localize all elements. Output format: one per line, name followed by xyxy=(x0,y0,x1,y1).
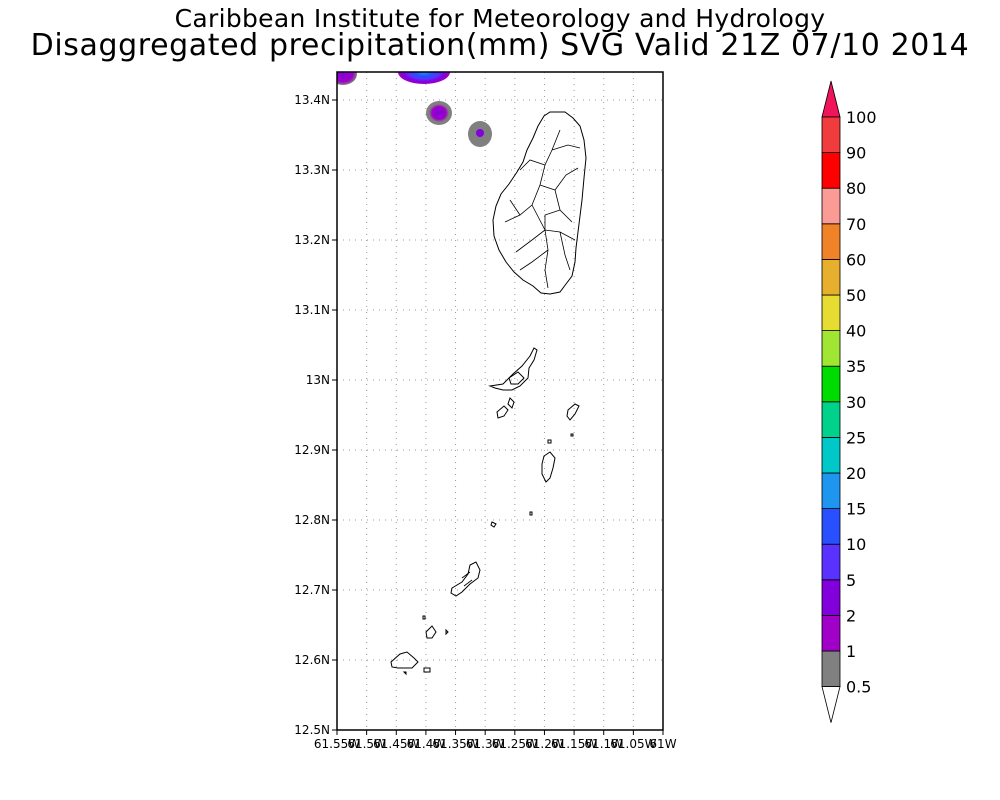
latitude-axis: 12.5N 12.6N 12.7N 12.8N 12.9N 13N 13.1N 13.2N 13… xyxy=(294,93,337,737)
colorbar-label: 35 xyxy=(846,357,866,376)
colorbar-label: 5 xyxy=(846,571,856,590)
island-union xyxy=(450,561,481,597)
title-line-1: Caribbean Institute for Meteorology and … xyxy=(174,4,826,33)
colorbar-label: 20 xyxy=(846,464,866,483)
island-canouan xyxy=(541,451,556,483)
colorbar-swatch xyxy=(821,508,841,545)
island-petit-st-vincent xyxy=(422,615,449,639)
colorbar-label: 80 xyxy=(846,179,866,198)
islet-c xyxy=(402,667,431,676)
lat-tick-label: 12.5N xyxy=(294,723,330,737)
lat-tick-label: 13.2N xyxy=(294,233,330,247)
precipitation-layer xyxy=(337,72,492,147)
islet-a xyxy=(547,433,574,444)
lon-tick-label: 61.55W xyxy=(314,737,360,751)
lat-tick-label: 13.4N xyxy=(294,93,330,107)
precip-cell-east-core xyxy=(476,129,484,137)
colorbar-swatch xyxy=(821,401,841,438)
title-line-2: Disaggregated precipitation(mm) SVG Vali… xyxy=(30,28,970,63)
colorbar-label: 30 xyxy=(846,393,866,412)
lat-tick-label: 12.9N xyxy=(294,443,330,457)
longitude-axis: 61.55W61.5W61.45W61.4W61.35W61.3W61.25W6… xyxy=(314,730,677,751)
colorbar-swatch xyxy=(821,223,841,260)
island-union-detail xyxy=(461,571,473,587)
island-baliceaux xyxy=(566,403,580,421)
lat-tick-label: 13.3N xyxy=(294,163,330,177)
colorbar-label: 2 xyxy=(846,606,856,625)
precip-cell-north xyxy=(398,72,450,84)
colorbar-label: 10 xyxy=(846,535,866,554)
lat-tick-label: 13.1N xyxy=(294,303,330,317)
island-mustique xyxy=(496,397,515,419)
island-bequia-south xyxy=(508,371,525,385)
colorbar-label: 0.5 xyxy=(846,678,871,697)
colorbar-swatch xyxy=(821,365,841,403)
colorbar-swatch xyxy=(821,615,841,652)
colorbar-label: 15 xyxy=(846,500,866,519)
lat-tick-label: 13N xyxy=(306,373,330,387)
colorbar-label: 90 xyxy=(846,144,866,163)
lon-tick-label: 61.15W xyxy=(551,737,597,751)
map-frame xyxy=(336,71,664,731)
colorbar-label: 25 xyxy=(846,428,866,447)
lat-tick-label: 12.8N xyxy=(294,513,330,527)
colorbar-label: 50 xyxy=(846,286,866,305)
precip-cell-mid-core xyxy=(429,104,449,122)
lon-tick-label: 61.2W xyxy=(525,737,564,751)
colorbar-bottom-arrow xyxy=(821,686,841,723)
colorbar-swatch xyxy=(821,650,841,687)
colorbar-label: 1 xyxy=(846,642,856,661)
lat-tick-label: 12.7N xyxy=(294,583,330,597)
colorbar-swatch xyxy=(821,543,841,581)
lon-tick-label: 61.45W xyxy=(373,737,419,751)
lon-tick-label: 61W xyxy=(649,737,676,751)
lon-tick-label: 61.4W xyxy=(407,737,446,751)
colorbar-swatch xyxy=(821,330,841,367)
island-carriacou xyxy=(390,651,419,669)
colorbar-label: 70 xyxy=(846,215,866,234)
coastline-layer xyxy=(390,111,587,676)
lon-tick-label: 61.3W xyxy=(466,737,505,751)
island-bequia xyxy=(488,347,538,391)
colorbar-swatch xyxy=(821,116,841,153)
island-st-vincent xyxy=(492,111,587,295)
st-vincent-watersheds xyxy=(504,129,581,289)
colorbar-label: 40 xyxy=(846,322,866,341)
colorbar-swatch xyxy=(821,579,841,616)
colorbar-label: 100 xyxy=(846,108,877,127)
colorbar-swatch xyxy=(821,472,841,509)
colorbar-swatch xyxy=(821,258,841,296)
lon-tick-label: 61.05W xyxy=(610,737,656,751)
colorbar-swatch xyxy=(821,294,841,331)
colorbar-swatch xyxy=(821,152,841,189)
lon-tick-label: 61.5W xyxy=(347,737,386,751)
lon-tick-label: 61.25W xyxy=(492,737,538,751)
islet-b xyxy=(490,511,533,528)
precip-cell-nw xyxy=(337,72,357,85)
colorbar-swatch xyxy=(821,187,841,225)
lat-tick-label: 12.6N xyxy=(294,653,330,667)
lon-tick-label: 61.35W xyxy=(432,737,478,751)
colorbar-label: 60 xyxy=(846,250,866,269)
map-grid xyxy=(337,72,663,730)
colorbar-top-arrow xyxy=(821,80,841,118)
colorbar-swatch xyxy=(821,436,841,474)
lon-tick-label: 61.1W xyxy=(584,737,623,751)
